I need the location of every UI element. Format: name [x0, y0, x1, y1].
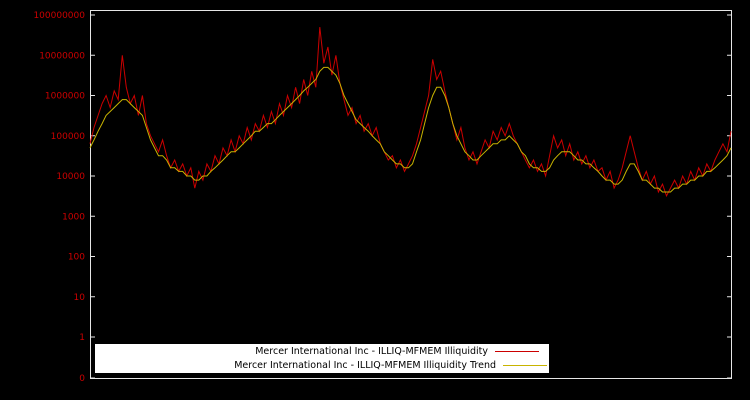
y-tick-label: 10000 [56, 172, 85, 182]
legend-row-illiquidity-trend: Mercer International Inc - ILLIQ-MFMEM I… [95, 359, 549, 373]
illiquidity-trend-line [89, 66, 732, 193]
y-tick-label: 10 [74, 293, 86, 303]
legend-line-sample-illiquidity [495, 351, 539, 352]
legend-label-illiquidity: Mercer International Inc - ILLIQ-MFMEM I… [255, 346, 488, 357]
illiquidity-line [89, 27, 732, 198]
y-tick-label: 1000000 [45, 92, 85, 102]
legend-row-illiquidity: Mercer International Inc - ILLIQ-MFMEM I… [95, 345, 549, 359]
y-tick-label: 100 [68, 253, 85, 263]
y-tick-label: 10000000 [39, 51, 85, 61]
y-tick-label: 100000000 [33, 11, 85, 21]
y-tick-label: 100000 [51, 132, 86, 142]
y-tick-label: 0 [79, 374, 85, 384]
legend-line-sample-illiquidity-trend [503, 365, 547, 366]
legend-label-illiquidity-trend: Mercer International Inc - ILLIQ-MFMEM I… [234, 360, 496, 371]
y-tick-label: 1 [79, 333, 85, 343]
y-tick-label: 1000 [62, 212, 85, 222]
axis-box [90, 10, 732, 379]
legend: Mercer International Inc - ILLIQ-MFMEM I… [95, 344, 549, 373]
